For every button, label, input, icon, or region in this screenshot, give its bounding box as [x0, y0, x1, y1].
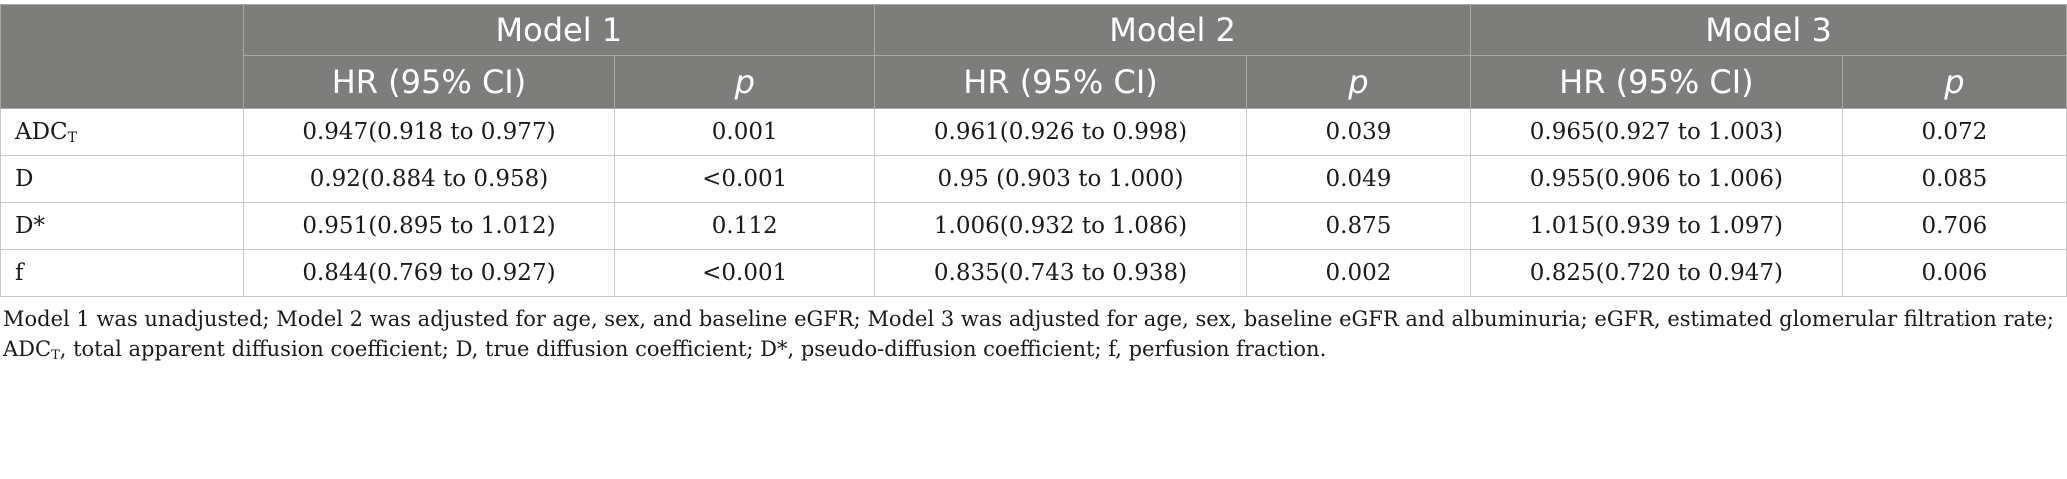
model-2-p-cell: 0.875: [1245, 202, 1472, 250]
footnote-line-1: Model 1 was unadjusted; Model 2 was adju…: [3, 307, 2054, 331]
model-1-p-cell: <0.001: [614, 155, 876, 203]
model-3-hr-cell: 0.965(0.927 to 1.003): [1470, 108, 1843, 156]
model-1-p-cell: <0.001: [614, 249, 876, 297]
row-label: f: [0, 249, 244, 297]
corner-header-cell: [0, 4, 244, 109]
model-2-hr-cell: 0.95 (0.903 to 1.000): [874, 155, 1247, 203]
row-label-subscript: T: [67, 130, 77, 146]
table-row: D 0.92(0.884 to 0.958) <0.001 0.95 (0.90…: [0, 155, 2067, 203]
row-label: D*: [0, 202, 244, 250]
model-3-p-cell: 0.006: [1841, 249, 2067, 297]
model-2-hr-cell: 1.006(0.932 to 1.086): [874, 202, 1247, 250]
model-1-p-header: p: [614, 55, 876, 109]
footnote-line-2: , total apparent diffusion coefficient; …: [59, 337, 1327, 361]
footnote-abbr-subscript: T: [51, 348, 60, 363]
column-header-row: HR (95% CI) p HR (95% CI) p HR (95% CI) …: [1, 55, 2067, 109]
footnote-abbr: ADC: [3, 337, 52, 361]
model-3-hr-header: HR (95% CI): [1470, 55, 1843, 109]
model-3-header: Model 3: [1470, 4, 2067, 56]
row-label-text: ADC: [15, 119, 68, 145]
model-3-hr-cell: 0.955(0.906 to 1.006): [1470, 155, 1843, 203]
model-3-p-cell: 0.706: [1841, 202, 2067, 250]
model-1-hr-cell: 0.844(0.769 to 0.927): [242, 249, 616, 297]
model-2-hr-cell: 0.961(0.926 to 0.998): [874, 108, 1247, 156]
model-2-p-cell: 0.049: [1245, 155, 1472, 203]
table-row: f 0.844(0.769 to 0.927) <0.001 0.835(0.7…: [0, 249, 2067, 297]
model-3-hr-cell: 1.015(0.939 to 1.097): [1470, 202, 1843, 250]
model-2-hr-cell: 0.835(0.743 to 0.938): [874, 249, 1247, 297]
model-1-header: Model 1: [242, 4, 876, 56]
model-3-p-cell: 0.072: [1841, 108, 2067, 156]
row-label-text: f: [15, 260, 24, 286]
model-3-hr-cell: 0.825(0.720 to 0.947): [1470, 249, 1843, 297]
row-label: D: [0, 155, 244, 203]
row-label-text: D*: [15, 213, 45, 239]
model-1-p-cell: 0.001: [614, 108, 876, 156]
model-1-hr-cell: 0.947(0.918 to 0.977): [242, 108, 616, 156]
model-2-p-cell: 0.002: [1245, 249, 1472, 297]
model-3-p-header: p: [1841, 55, 2067, 109]
model-2-hr-header: HR (95% CI): [874, 55, 1247, 109]
model-1-p-cell: 0.112: [614, 202, 876, 250]
model-2-p-header: p: [1245, 55, 1472, 109]
table-row: D* 0.951(0.895 to 1.012) 0.112 1.006(0.9…: [0, 202, 2067, 250]
row-label-text: D: [15, 166, 34, 192]
model-1-hr-header: HR (95% CI): [242, 55, 616, 109]
model-2-p-cell: 0.039: [1245, 108, 1472, 156]
model-1-hr-cell: 0.951(0.895 to 1.012): [242, 202, 616, 250]
row-label: ADCT: [0, 108, 244, 156]
model-header-row: Model 1 Model 2 Model 3: [0, 4, 2067, 109]
table-row: ADCT 0.947(0.918 to 0.977) 0.001 0.961(0…: [0, 108, 2067, 156]
model-3-p-cell: 0.085: [1841, 155, 2067, 203]
model-2-header: Model 2: [874, 4, 1472, 56]
table-footnote: Model 1 was unadjusted; Model 2 was adju…: [3, 304, 2063, 364]
model-1-hr-cell: 0.92(0.884 to 0.958): [242, 155, 616, 203]
hazard-ratio-table: Model 1 Model 2 Model 3 HR (95% CI) p HR…: [0, 4, 2067, 297]
